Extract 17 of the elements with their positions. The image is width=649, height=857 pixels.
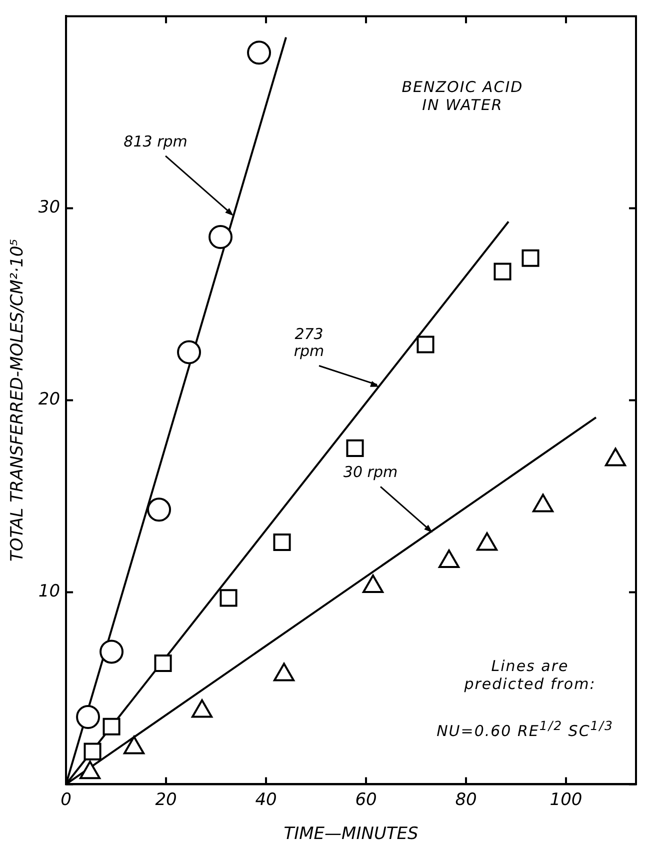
y-tick-label: 30 (38, 198, 60, 218)
y-tick-label: 20 (38, 390, 60, 410)
annotation: 30 rpm (343, 463, 398, 482)
annotation: 813 rpm (124, 132, 188, 150)
annotation: NU=0.60 RE$^{1/2}$ SC$^{1/3}$ (436, 718, 614, 740)
annotation: BENZOIC ACID IN WATER (400, 78, 524, 114)
x-tick-label: 100 (550, 790, 582, 810)
annotation: 273 rpm (294, 325, 324, 360)
x-tick-label: 80 (455, 790, 477, 810)
x-axis-title: TIME—MINUTES (284, 824, 418, 844)
x-tick-label: 0 (60, 790, 72, 810)
annotation: Lines are predicted from: (463, 657, 597, 693)
y-tick-label: 10 (38, 582, 60, 602)
x-tick-label: 20 (155, 790, 177, 810)
x-tick-label: 40 (255, 790, 277, 810)
x-tick-label: 60 (355, 790, 377, 810)
y-axis-title: TOTAL TRANSFERRED-MOLES/CM²·10⁵ (8, 238, 28, 562)
